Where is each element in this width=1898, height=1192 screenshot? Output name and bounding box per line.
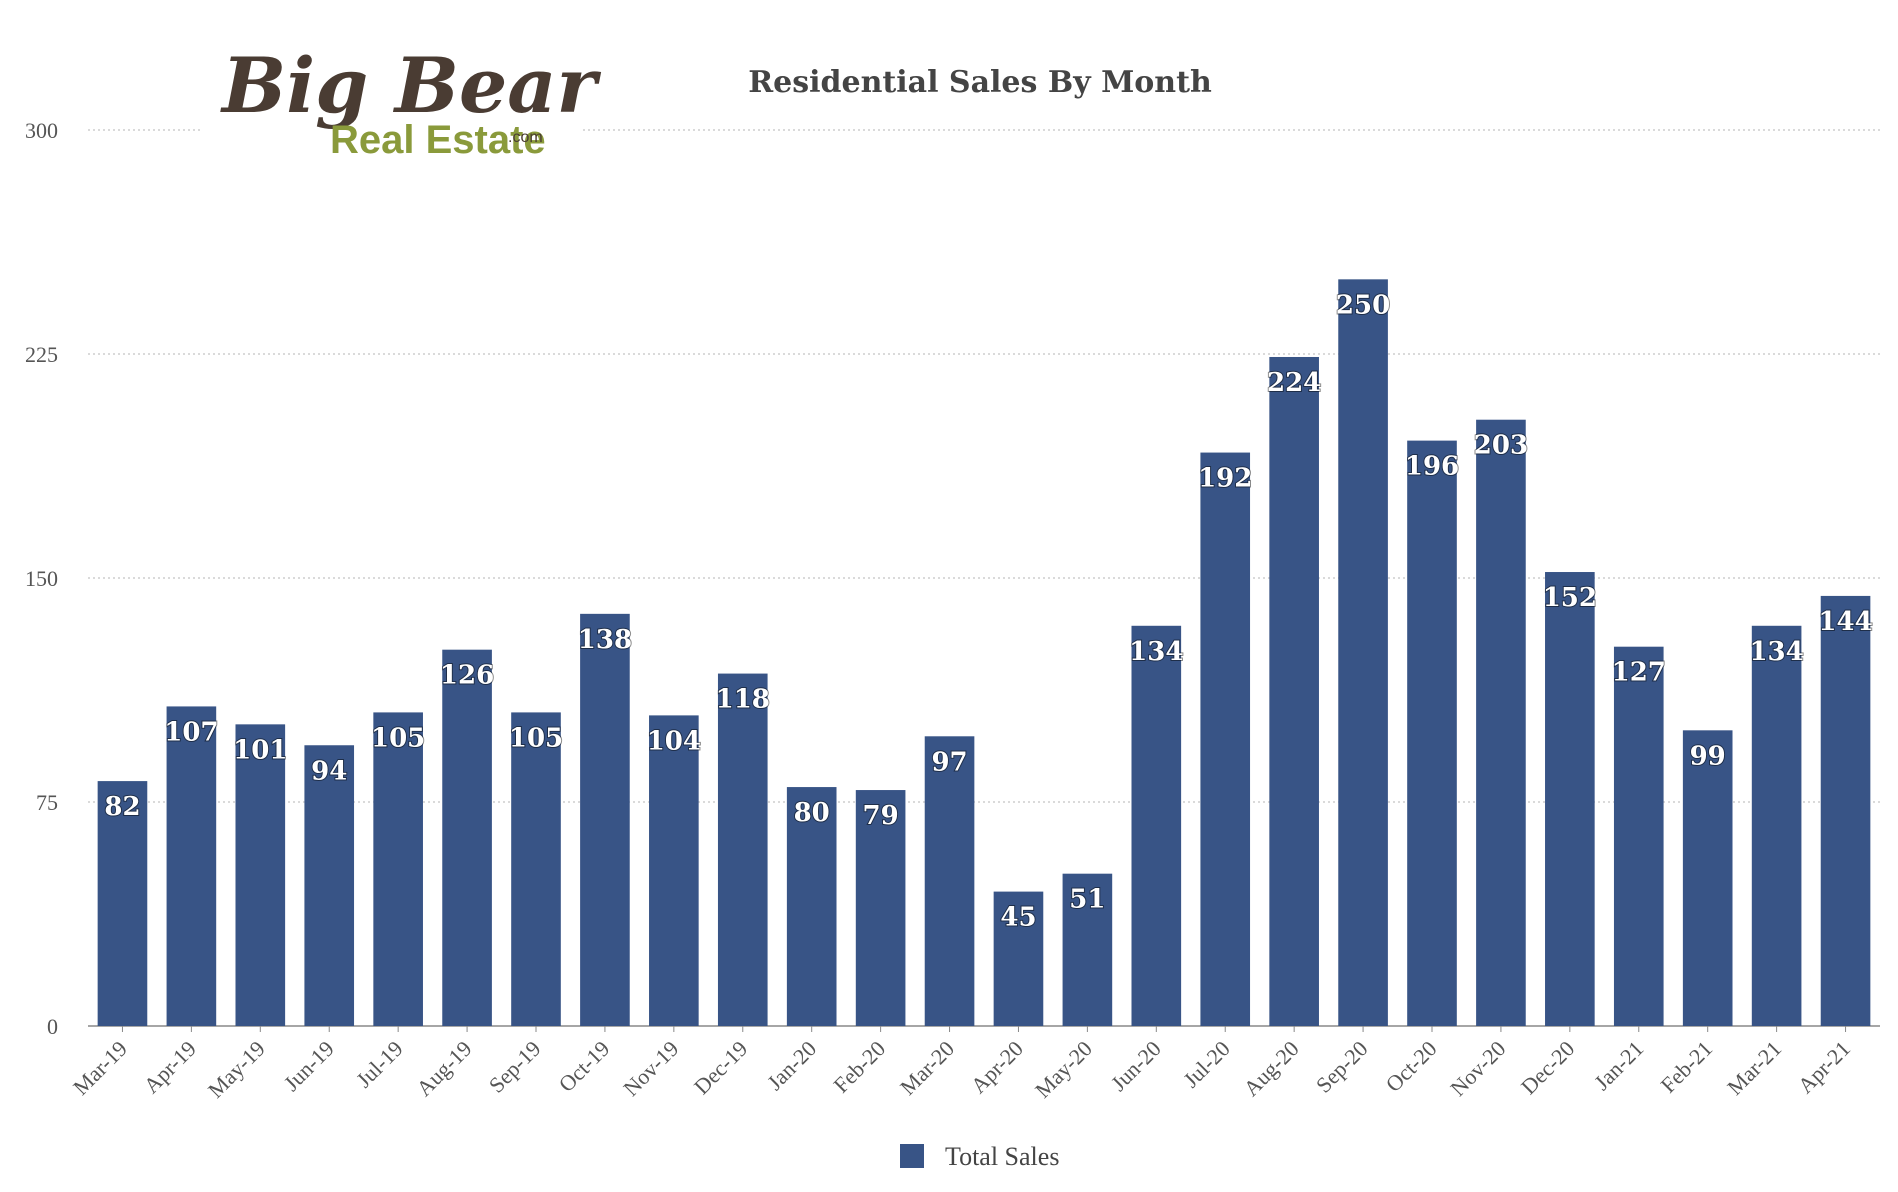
bar (1269, 356, 1319, 1026)
data-label: 51 (1069, 885, 1105, 915)
data-label: 45 (1000, 903, 1036, 933)
x-tick-label: Aug-19 (411, 1036, 476, 1101)
x-tick-label: May-19 (203, 1036, 270, 1103)
data-label: 80 (794, 798, 830, 828)
x-tick-label: Sep-19 (484, 1036, 546, 1098)
bar (304, 745, 355, 1026)
bar (1131, 625, 1182, 1026)
bar (924, 736, 975, 1026)
y-tick-label: 225 (25, 342, 58, 367)
gridlines (88, 129, 1880, 803)
bar (1200, 452, 1251, 1026)
x-tick-label: Jul-20 (1178, 1036, 1235, 1093)
legend: Total Sales (900, 1142, 1059, 1171)
y-tick-label: 150 (25, 566, 58, 591)
data-label: 152 (1543, 583, 1597, 613)
bar (442, 649, 492, 1026)
x-tick-label: Jan-20 (762, 1036, 821, 1095)
bar (97, 781, 148, 1026)
x-tick-label: Apr-19 (139, 1036, 201, 1098)
data-label: 203 (1474, 431, 1528, 461)
x-tick-label: Apr-20 (966, 1036, 1028, 1098)
data-label: 134 (1749, 637, 1803, 667)
x-tick-label: Feb-20 (828, 1036, 890, 1098)
x-tick-label: Oct-19 (554, 1036, 615, 1097)
bar (373, 712, 423, 1026)
x-axis: Mar-19 Apr-19 May-19 Jun-19 Jul-19 Aug-19 Sep-… (68, 1026, 1855, 1103)
x-tick-label: Mar-20 (895, 1036, 959, 1100)
x-tick-label: Dec-19 (689, 1036, 752, 1099)
data-label: 144 (1818, 607, 1872, 637)
x-tick-label: Dec-20 (1516, 1036, 1579, 1099)
bar (1682, 730, 1733, 1026)
bar (1613, 646, 1664, 1026)
legend-swatch (900, 1144, 924, 1168)
data-label: 79 (863, 801, 899, 831)
data-label: 138 (578, 625, 632, 655)
bar (855, 790, 906, 1026)
data-label: 126 (440, 661, 494, 691)
x-tick-label: Aug-20 (1238, 1036, 1303, 1101)
bar (649, 715, 699, 1026)
data-label: 82 (104, 792, 140, 822)
data-label: 196 (1405, 452, 1459, 482)
data-label: 250 (1336, 290, 1390, 320)
data-label: 107 (164, 717, 218, 747)
bar (1338, 279, 1388, 1026)
data-label: 101 (233, 735, 287, 765)
x-tick-label: May-20 (1030, 1036, 1097, 1103)
bars (97, 279, 1871, 1026)
data-label: 105 (371, 723, 425, 753)
bar (1476, 419, 1526, 1026)
x-tick-label: Apr-21 (1793, 1036, 1855, 1098)
bar (166, 706, 217, 1026)
data-label: 105 (509, 723, 563, 753)
x-tick-label: Sep-20 (1311, 1036, 1373, 1098)
data-labels: 82 107 101 94 105 126 105 138 104 118 80 79 97 45 51 13… (103, 289, 1873, 933)
logo-suffix: .com (508, 129, 543, 146)
logo-line2: Real Estate (330, 118, 546, 162)
data-label: 224 (1267, 368, 1321, 398)
x-tick-label: Jun-20 (1106, 1036, 1166, 1096)
bar (717, 673, 768, 1026)
x-tick-label: Oct-20 (1381, 1036, 1442, 1097)
x-tick-label: Jun-19 (279, 1036, 339, 1096)
data-label: 99 (1690, 741, 1726, 771)
logo: Big Bear Real Estate .com (200, 41, 602, 162)
bar (993, 891, 1044, 1026)
y-tick-label: 300 (25, 118, 58, 143)
x-tick-label: Mar-21 (1722, 1036, 1786, 1100)
x-tick-label: Feb-21 (1655, 1036, 1717, 1098)
data-label: 134 (1129, 637, 1183, 667)
logo-background (200, 50, 580, 160)
legend-label: Total Sales (945, 1142, 1059, 1171)
data-label: 127 (1612, 658, 1666, 688)
x-tick-label: Jul-19 (351, 1036, 408, 1093)
y-tick-label: 75 (36, 790, 58, 815)
y-tick-label: 0 (47, 1014, 58, 1039)
chart-title: Residential Sales By Month (748, 65, 1212, 100)
bar (1545, 572, 1595, 1026)
bar (1820, 595, 1871, 1026)
data-label: 118 (716, 685, 770, 715)
x-tick-label: Mar-19 (68, 1036, 132, 1100)
x-tick-label: Nov-20 (1445, 1036, 1510, 1101)
x-tick-label: Nov-19 (618, 1036, 683, 1101)
data-label: 104 (647, 726, 701, 756)
bar (786, 787, 837, 1026)
logo-line1: Big Bear (220, 41, 602, 130)
bar (580, 613, 630, 1026)
bar (1062, 873, 1113, 1026)
bar (1407, 440, 1457, 1026)
data-label: 94 (311, 756, 347, 786)
x-tick-label: Jan-21 (1589, 1036, 1648, 1095)
bar (1751, 625, 1802, 1026)
data-label: 192 (1198, 464, 1252, 494)
bar (511, 712, 561, 1026)
data-label: 97 (931, 747, 967, 777)
bar (235, 724, 286, 1026)
